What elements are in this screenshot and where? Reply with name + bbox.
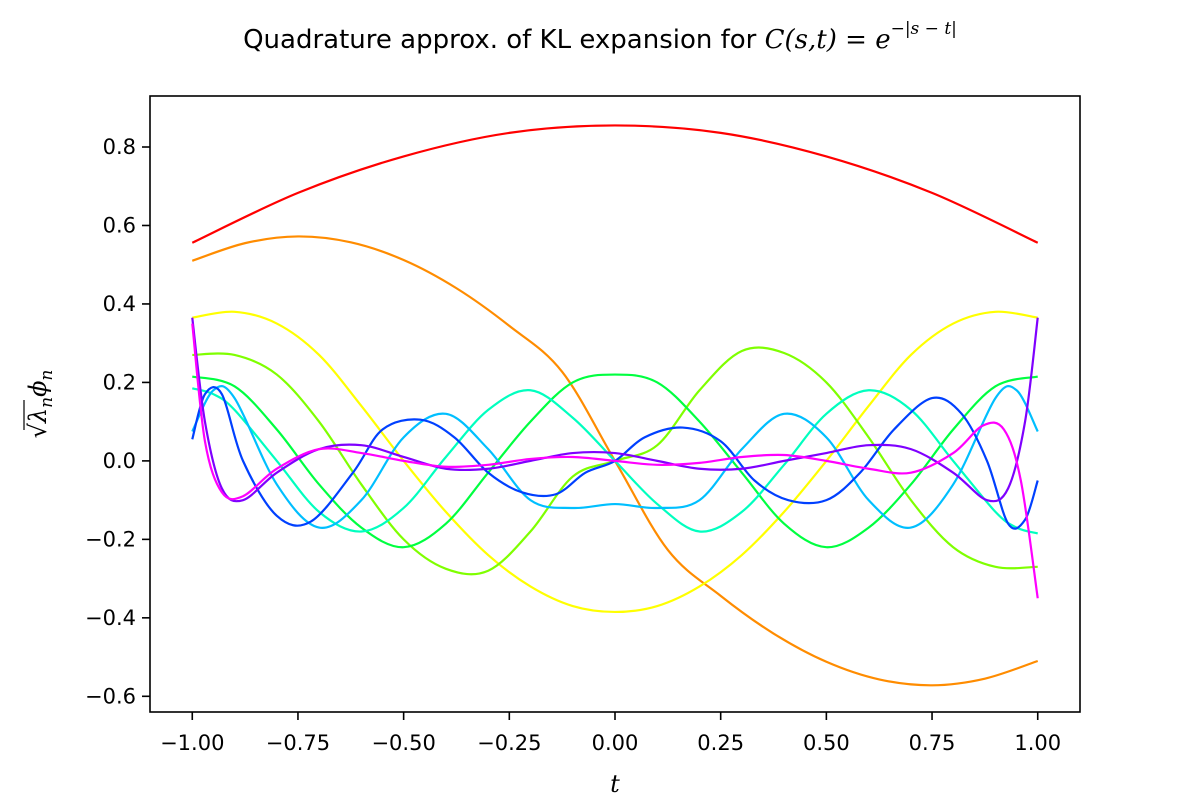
x-tick-label: 0.00 xyxy=(592,731,639,755)
x-tick-label: 0.25 xyxy=(697,731,744,755)
y-label-phi: ϕ xyxy=(24,381,52,397)
y-label-phi-sub: n xyxy=(37,370,57,381)
x-tick-label: −1.00 xyxy=(160,731,224,755)
x-tick-label: −0.75 xyxy=(266,731,330,755)
y-tick-label: −0.2 xyxy=(85,527,136,551)
series-line-3 xyxy=(192,310,1038,614)
svg-text:√λnϕn: √λnϕn xyxy=(24,370,57,439)
x-axis-ticks: −1.00 −0.75 −0.50 −0.25 0.00 0.25 0.50 0.75 1.00 xyxy=(160,712,1061,755)
y-tick-label: 0.6 xyxy=(103,213,136,237)
y-tick-label: 0.2 xyxy=(103,370,136,394)
series-line-1 xyxy=(191,124,1039,244)
y-label-lambda-sub: n xyxy=(37,397,57,408)
y-tick-label: −0.4 xyxy=(85,606,136,630)
series-line-7 xyxy=(191,385,1039,529)
series-line-10 xyxy=(191,323,1039,599)
x-tick-label: 0.75 xyxy=(909,731,956,755)
y-label-lambda: λ xyxy=(24,408,52,424)
series-line-5 xyxy=(192,373,1038,549)
series-line-8 xyxy=(191,386,1039,530)
title-exponent: −|s − t| xyxy=(891,19,957,39)
y-tick-label: −0.6 xyxy=(85,684,136,708)
title-math: C(s,t) = e xyxy=(765,25,891,55)
plot-frame xyxy=(149,95,1081,713)
y-tick-label: 0.4 xyxy=(103,292,136,316)
chart-title: Quadrature approx. of KL expansion for C… xyxy=(243,19,957,55)
series-layer xyxy=(191,124,1039,687)
x-tick-label: 1.00 xyxy=(1014,731,1061,755)
series-line-9 xyxy=(191,317,1039,503)
x-tick-label: 0.50 xyxy=(803,731,850,755)
y-tick-label: 0.0 xyxy=(103,449,136,473)
x-axis-label: t xyxy=(610,770,620,798)
title-prefix: Quadrature approx. of KL expansion for xyxy=(243,25,765,55)
y-axis-label: √λnϕn xyxy=(23,370,57,439)
x-tick-label: −0.25 xyxy=(477,731,541,755)
x-tick-label: −0.50 xyxy=(371,731,435,755)
y-tick-label: 0.8 xyxy=(103,135,136,159)
y-axis-ticks: −0.6 −0.4 −0.2 0.0 0.2 0.4 0.6 0.8 xyxy=(85,135,150,708)
